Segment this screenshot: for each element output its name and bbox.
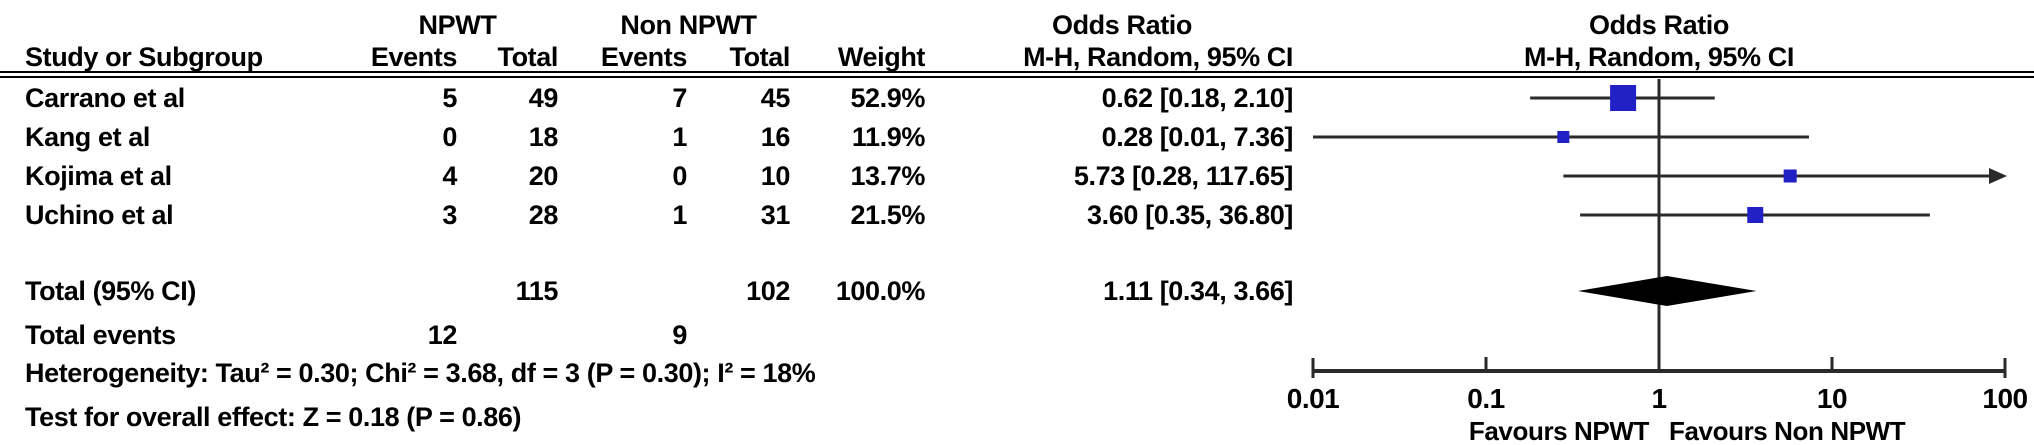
row-or-text: 3.60 [0.35, 36.80] <box>1087 200 1293 230</box>
row-total2: 10 <box>760 161 791 191</box>
total-weight: 100.0% <box>835 276 926 306</box>
plot-subtitle-method: M-H, Random, 95% CI <box>1524 42 1794 72</box>
row-weight: 21.5% <box>850 200 925 230</box>
row-events1: 0 <box>442 122 457 152</box>
effect-square <box>1610 85 1637 111</box>
axis-tick <box>2003 358 2007 378</box>
row-total2: 31 <box>760 200 791 230</box>
row-total2: 16 <box>760 122 791 152</box>
row-total2: 45 <box>760 83 791 113</box>
row-total1: 28 <box>528 200 559 230</box>
row-study: Kojima et al <box>25 161 172 191</box>
effect-square <box>1783 169 1797 183</box>
total-or-ci: 1.11 [0.34, 3.66] <box>1103 276 1293 306</box>
total-events-label: Total events <box>25 320 176 350</box>
row-or-text: 5.73 [0.28, 117.65] <box>1073 161 1293 191</box>
row-events2: 1 <box>672 200 687 230</box>
column-header-non-npwt-total: Total <box>729 42 791 72</box>
axis-tick <box>1657 357 1661 371</box>
column-header-npwt-events: Events <box>370 42 458 72</box>
pooled-diamond <box>1577 276 1757 306</box>
total-row-label: Total (95% CI) <box>25 276 196 306</box>
row-events1: 4 <box>442 161 457 191</box>
row-total1: 20 <box>528 161 559 191</box>
row-or-text: 0.28 [0.01, 7.36] <box>1101 122 1294 152</box>
no-effect-line <box>1657 79 1661 373</box>
heterogeneity-text: Heterogeneity: Tau² = 0.30; Chi² = 3.68,… <box>25 358 816 388</box>
total-non-npwt: 102 <box>746 276 790 306</box>
axis-tick-label: 10 <box>1816 383 1848 414</box>
total-events-npwt: 12 <box>427 320 458 350</box>
row-events2: 1 <box>672 122 687 152</box>
header-rule-top <box>0 71 2034 73</box>
total-npwt: 115 <box>515 276 559 306</box>
row-events2: 7 <box>672 83 687 113</box>
effect-square <box>1747 207 1764 223</box>
row-total1: 49 <box>528 83 559 113</box>
column-header-weight: Weight <box>837 42 925 72</box>
ci-line <box>1563 174 1993 178</box>
favours-npwt-label: Favours NPWT <box>1468 416 1650 445</box>
ci-arrow-right <box>1989 168 2007 184</box>
plot-title-odds-ratio: Odds Ratio <box>1588 10 1729 40</box>
column-group-odds-ratio: Odds Ratio <box>1051 10 1192 40</box>
overall-effect-text: Test for overall effect: Z = 0.18 (P = 0… <box>25 402 522 432</box>
effect-square <box>1557 131 1570 143</box>
axis-tick-label: 100 <box>1982 383 2028 414</box>
axis-tick-label: 0.1 <box>1467 383 1505 414</box>
axis-tick <box>1830 357 1834 371</box>
column-header-study: Study or Subgroup <box>25 42 263 72</box>
column-group-npwt: NPWT <box>418 10 497 40</box>
axis-tick-label: 0.01 <box>1286 383 1340 414</box>
axis-tick <box>1484 357 1488 371</box>
row-events2: 0 <box>672 161 687 191</box>
total-events-non-npwt: 9 <box>672 320 687 350</box>
row-or-text: 0.62 [0.18, 2.10] <box>1101 83 1294 113</box>
row-study: Kang et al <box>25 122 151 152</box>
column-header-method: M-H, Random, 95% CI <box>1023 42 1293 72</box>
favours-non-npwt-label: Favours Non NPWT <box>1669 416 1906 445</box>
column-group-non-npwt: Non NPWT <box>620 10 757 40</box>
column-header-non-npwt-events: Events <box>600 42 688 72</box>
row-events1: 3 <box>442 200 457 230</box>
axis-tick-label: 1 <box>1651 383 1667 414</box>
header-rule-bottom <box>0 76 2034 78</box>
row-weight: 52.9% <box>850 83 925 113</box>
row-weight: 11.9% <box>851 122 925 152</box>
row-weight: 13.7% <box>850 161 925 191</box>
row-total1: 18 <box>528 122 559 152</box>
row-study: Carrano et al <box>25 83 185 113</box>
column-header-npwt-total: Total <box>497 42 559 72</box>
axis-tick <box>1311 358 1315 378</box>
row-events1: 5 <box>442 83 457 113</box>
row-study: Uchino et al <box>25 200 174 230</box>
